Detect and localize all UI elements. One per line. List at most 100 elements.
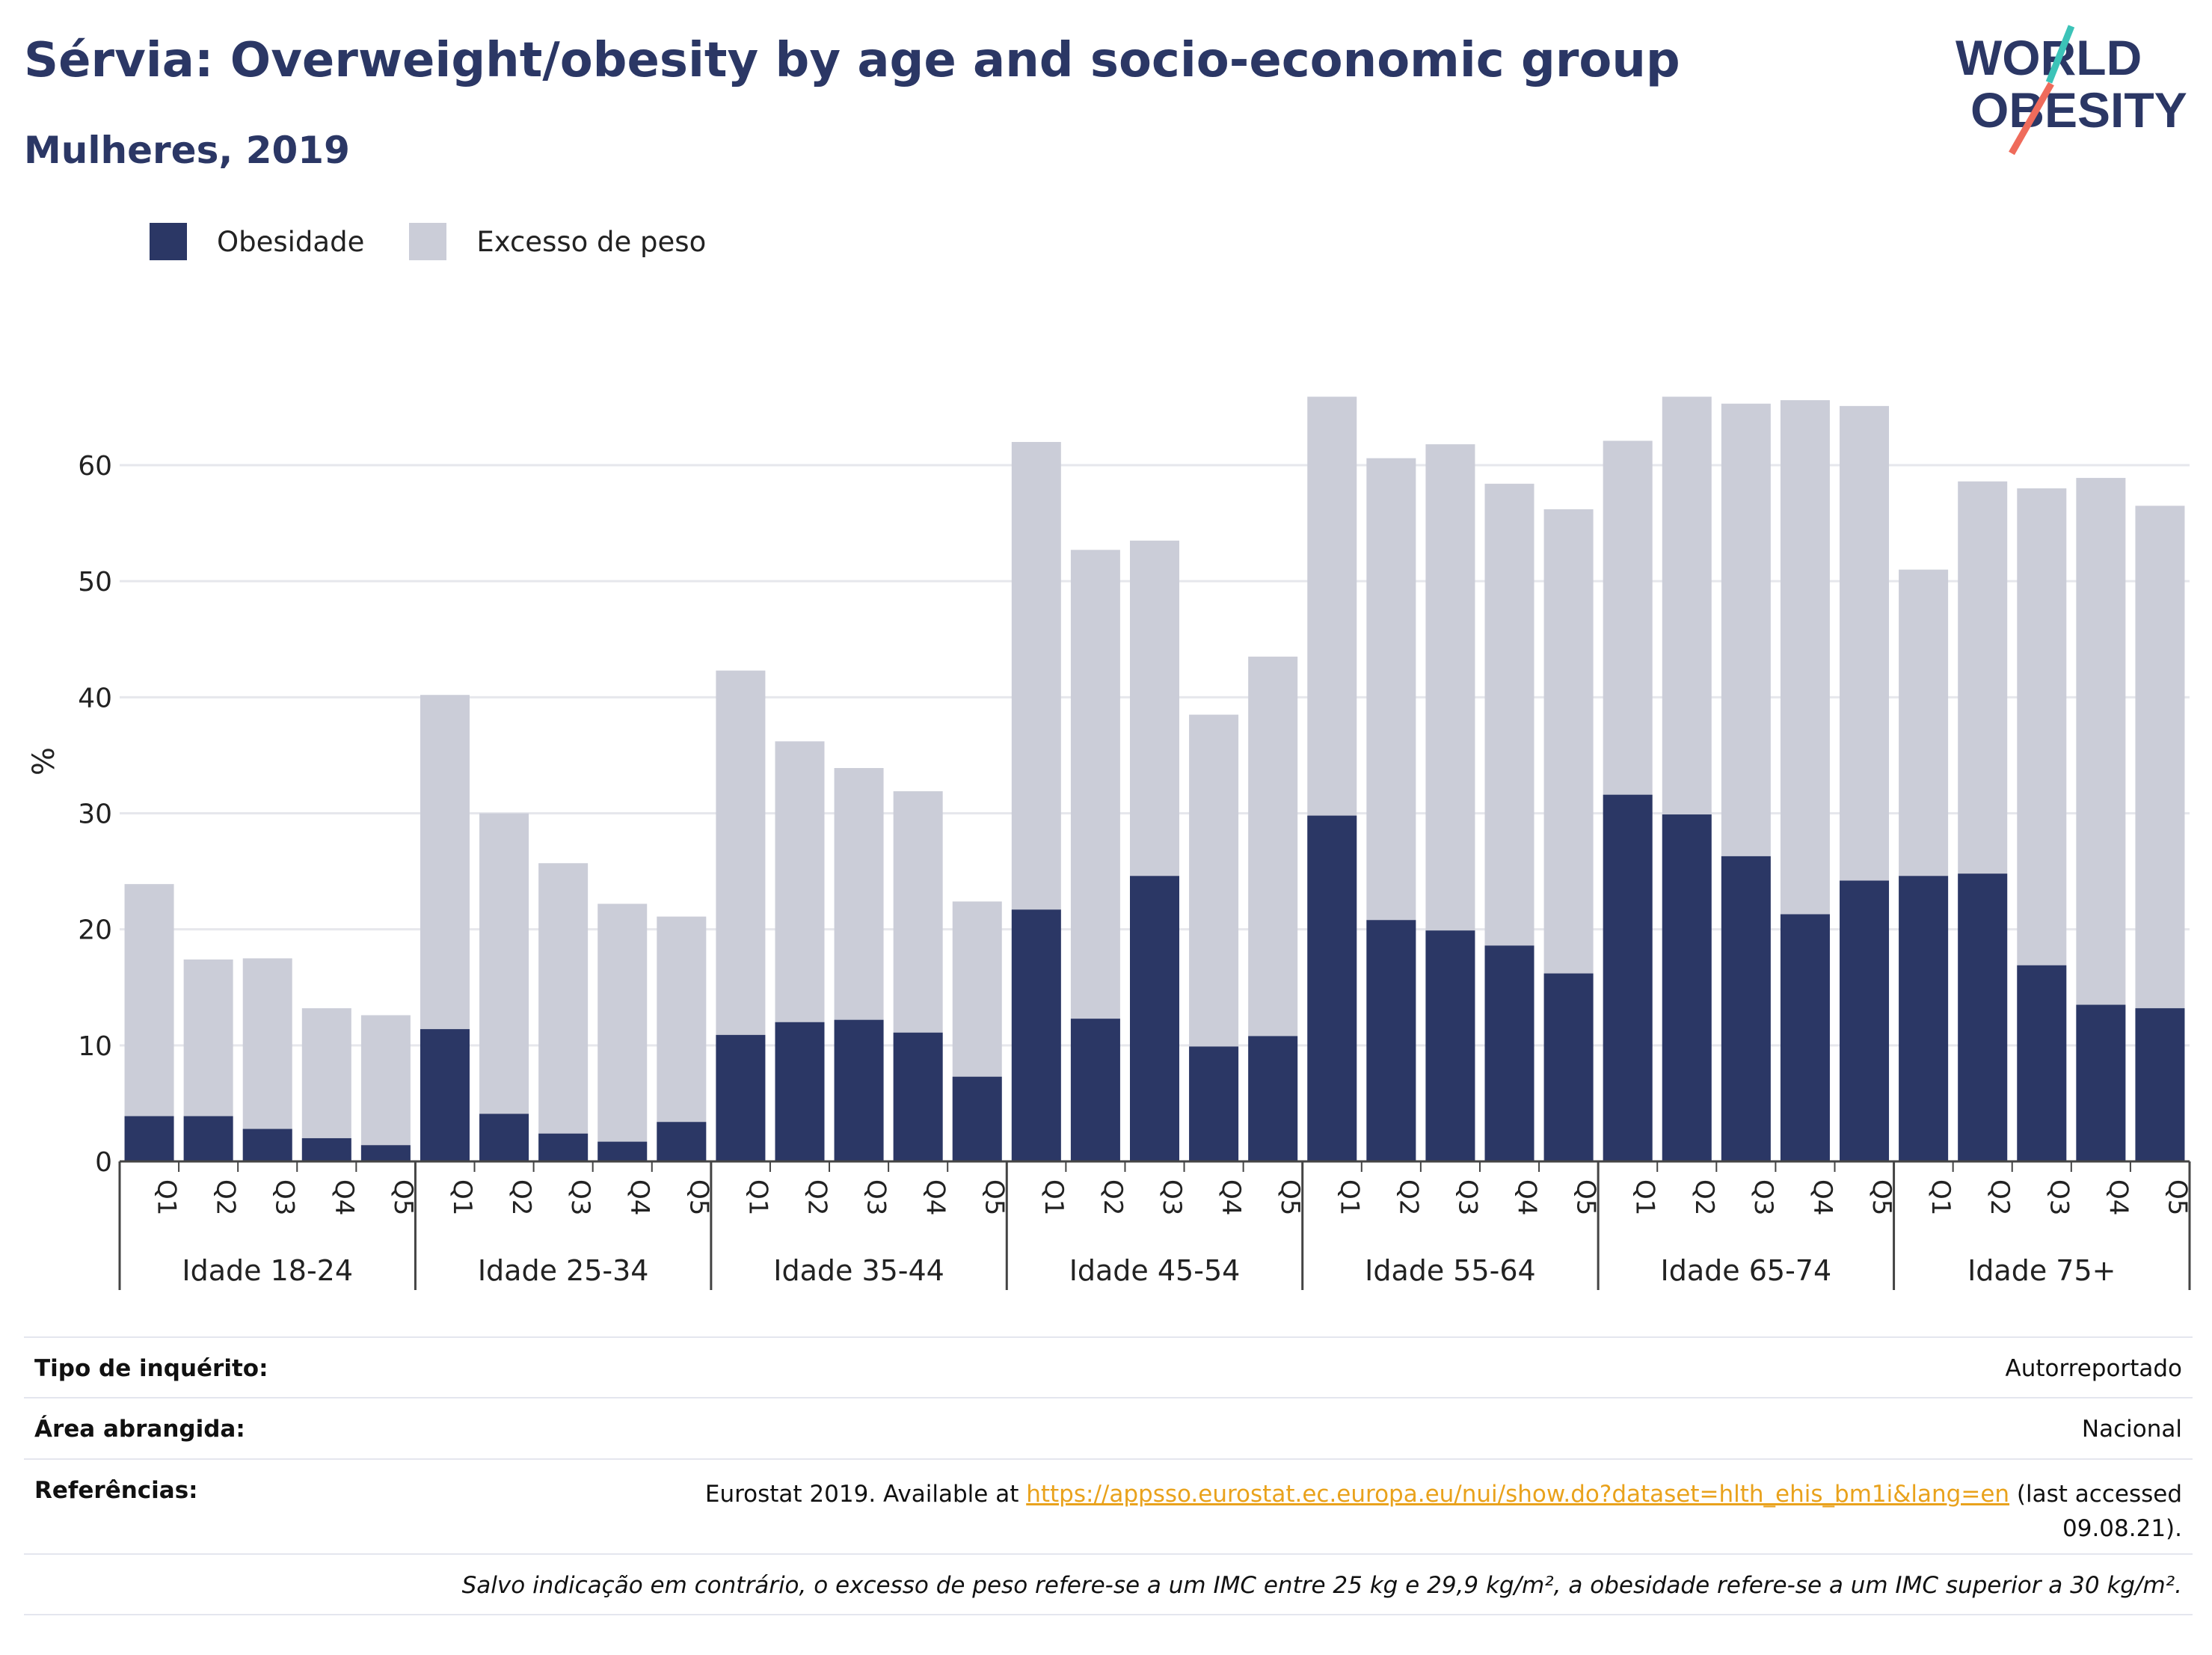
bar-obesity <box>301 1137 351 1161</box>
legend: Obesidade Excesso de peso <box>150 223 751 260</box>
y-tick-label: 20 <box>78 915 112 946</box>
legend-item-overweight: Excesso de peso <box>409 223 706 260</box>
x-tick-label: Q4 <box>2103 1179 2133 1215</box>
survey-type-label: Tipo de inquérito: <box>34 1355 268 1382</box>
bar-obesity <box>1130 876 1179 1161</box>
bar-obesity <box>360 1145 411 1161</box>
bar-obesity <box>716 1034 766 1161</box>
bar-obesity <box>1662 814 1712 1161</box>
bar-obesity <box>1189 1046 1239 1161</box>
divider <box>24 1458 2193 1460</box>
definition-note: Salvo indicação em contrário, o excesso … <box>461 1572 2182 1599</box>
x-tick-label: Q4 <box>921 1179 950 1215</box>
x-tick-label: Q4 <box>624 1179 654 1215</box>
world-obesity-logo: WORLD OBESITY <box>1956 25 2187 156</box>
bar-obesity <box>538 1133 589 1161</box>
legend-swatch-obesity <box>150 223 187 260</box>
bar-chart: 0 10 20 30 40 50 60% Q1 Q2 Q3 Q4 Q5 Idade 18-24 Q1 Q2 Q… <box>27 396 2192 1290</box>
chart-subtitle: Mulheres, 2019 <box>24 129 350 172</box>
references-text: Eurostat 2019. Available at <box>704 1481 1019 1508</box>
area-value: Nacional <box>2081 1416 2182 1443</box>
group-label: Idade 18-24 <box>182 1254 353 1287</box>
y-tick-label: 50 <box>78 567 112 598</box>
bar-obesity <box>242 1129 292 1161</box>
bar-overweight <box>597 903 648 1161</box>
references-text-after: (last accessed <box>2016 1481 2182 1508</box>
bar-obesity <box>1248 1036 1298 1161</box>
references-label: Referências: <box>34 1477 198 1504</box>
x-tick-label: Q5 <box>2162 1179 2192 1215</box>
x-tick-label: Q2 <box>1689 1179 1719 1215</box>
bar-overweight <box>360 1015 411 1161</box>
bar-overweight <box>479 813 529 1161</box>
references-link[interactable]: https://appsso.eurostat.ec.europa.eu/nui… <box>1026 1481 2010 1508</box>
x-tick-label: Q3 <box>1748 1179 1778 1215</box>
x-tick-label: Q5 <box>1867 1179 1896 1215</box>
bar-obesity <box>1366 920 1416 1161</box>
x-tick-label: Q5 <box>1571 1179 1601 1215</box>
x-tick-label: Q2 <box>506 1179 536 1215</box>
chart-title: Sérvia: Overweight/obesity by age and so… <box>24 33 1680 88</box>
divider <box>24 1614 2193 1615</box>
x-tick-label: Q5 <box>1275 1179 1305 1215</box>
bar-obesity <box>1307 815 1357 1161</box>
group-label: Idade 55-64 <box>1365 1254 1536 1287</box>
x-tick-label: Q1 <box>1039 1179 1069 1215</box>
bar-obesity <box>834 1019 884 1161</box>
x-tick-label: Q1 <box>447 1179 477 1215</box>
y-tick-label: 0 <box>95 1147 112 1178</box>
x-tick-label: Q5 <box>980 1179 1010 1215</box>
bar-obesity <box>775 1022 825 1161</box>
y-tick-label: 30 <box>78 799 112 830</box>
x-tick-label: Q1 <box>1926 1179 1956 1215</box>
bar-overweight <box>242 958 292 1161</box>
references-value: Eurostat 2019. Available at https://apps… <box>705 1477 2182 1546</box>
x-tick-label: Q2 <box>1393 1179 1423 1215</box>
bar-overweight <box>124 884 174 1161</box>
x-tick-label: Q4 <box>1512 1179 1542 1215</box>
bar-obesity <box>420 1029 470 1161</box>
legend-swatch-overweight <box>409 223 447 260</box>
bar-obesity <box>1484 945 1534 1161</box>
bar-obesity <box>1899 876 1949 1161</box>
x-tick-label: Q1 <box>1630 1179 1660 1215</box>
references-date: 09.08.21). <box>2062 1515 2182 1542</box>
bar-obesity <box>1543 973 1594 1161</box>
logo-slash-teal <box>2045 25 2075 84</box>
y-tick-label: 10 <box>78 1031 112 1062</box>
x-tick-label: Q4 <box>1216 1179 1246 1215</box>
bar-obesity <box>952 1076 1002 1161</box>
y-tick-label: 60 <box>78 451 112 482</box>
divider <box>24 1397 2193 1398</box>
bar-obesity <box>2135 1008 2185 1161</box>
bar-overweight <box>538 863 589 1161</box>
x-tick-label: Q2 <box>1098 1179 1128 1215</box>
bar-overweight <box>301 1008 351 1161</box>
x-tick-label: Q3 <box>1157 1179 1187 1215</box>
bar-obesity <box>2017 965 2067 1161</box>
x-tick-label: Q3 <box>565 1179 595 1215</box>
group-label: Idade 35-44 <box>773 1254 944 1287</box>
bar-overweight <box>657 916 707 1161</box>
x-tick-label: Q3 <box>1452 1179 1482 1215</box>
divider <box>24 1553 2193 1555</box>
legend-item-obesity: Obesidade <box>150 223 364 260</box>
bar-obesity <box>183 1116 233 1161</box>
x-tick-label: Q2 <box>802 1179 832 1215</box>
group-label: Idade 25-34 <box>478 1254 649 1287</box>
bar-obesity <box>1780 914 1830 1161</box>
x-tick-label: Q1 <box>743 1179 772 1215</box>
x-tick-label: Q3 <box>2044 1179 2074 1215</box>
bar-obesity <box>657 1122 707 1161</box>
legend-label-overweight: Excesso de peso <box>476 225 707 258</box>
x-tick-label: Q3 <box>861 1179 891 1215</box>
legend-label-obesity: Obesidade <box>217 225 365 258</box>
bar-obesity <box>2076 1004 2126 1161</box>
x-tick-label: Q2 <box>1985 1179 2015 1215</box>
bar-obesity <box>893 1032 943 1161</box>
bar-obesity <box>1840 880 1890 1161</box>
bar-obesity <box>1011 909 1061 1161</box>
y-tick-label: 40 <box>78 683 112 713</box>
bar-obesity <box>124 1116 174 1161</box>
group-label: Idade 75+ <box>1967 1254 2116 1287</box>
